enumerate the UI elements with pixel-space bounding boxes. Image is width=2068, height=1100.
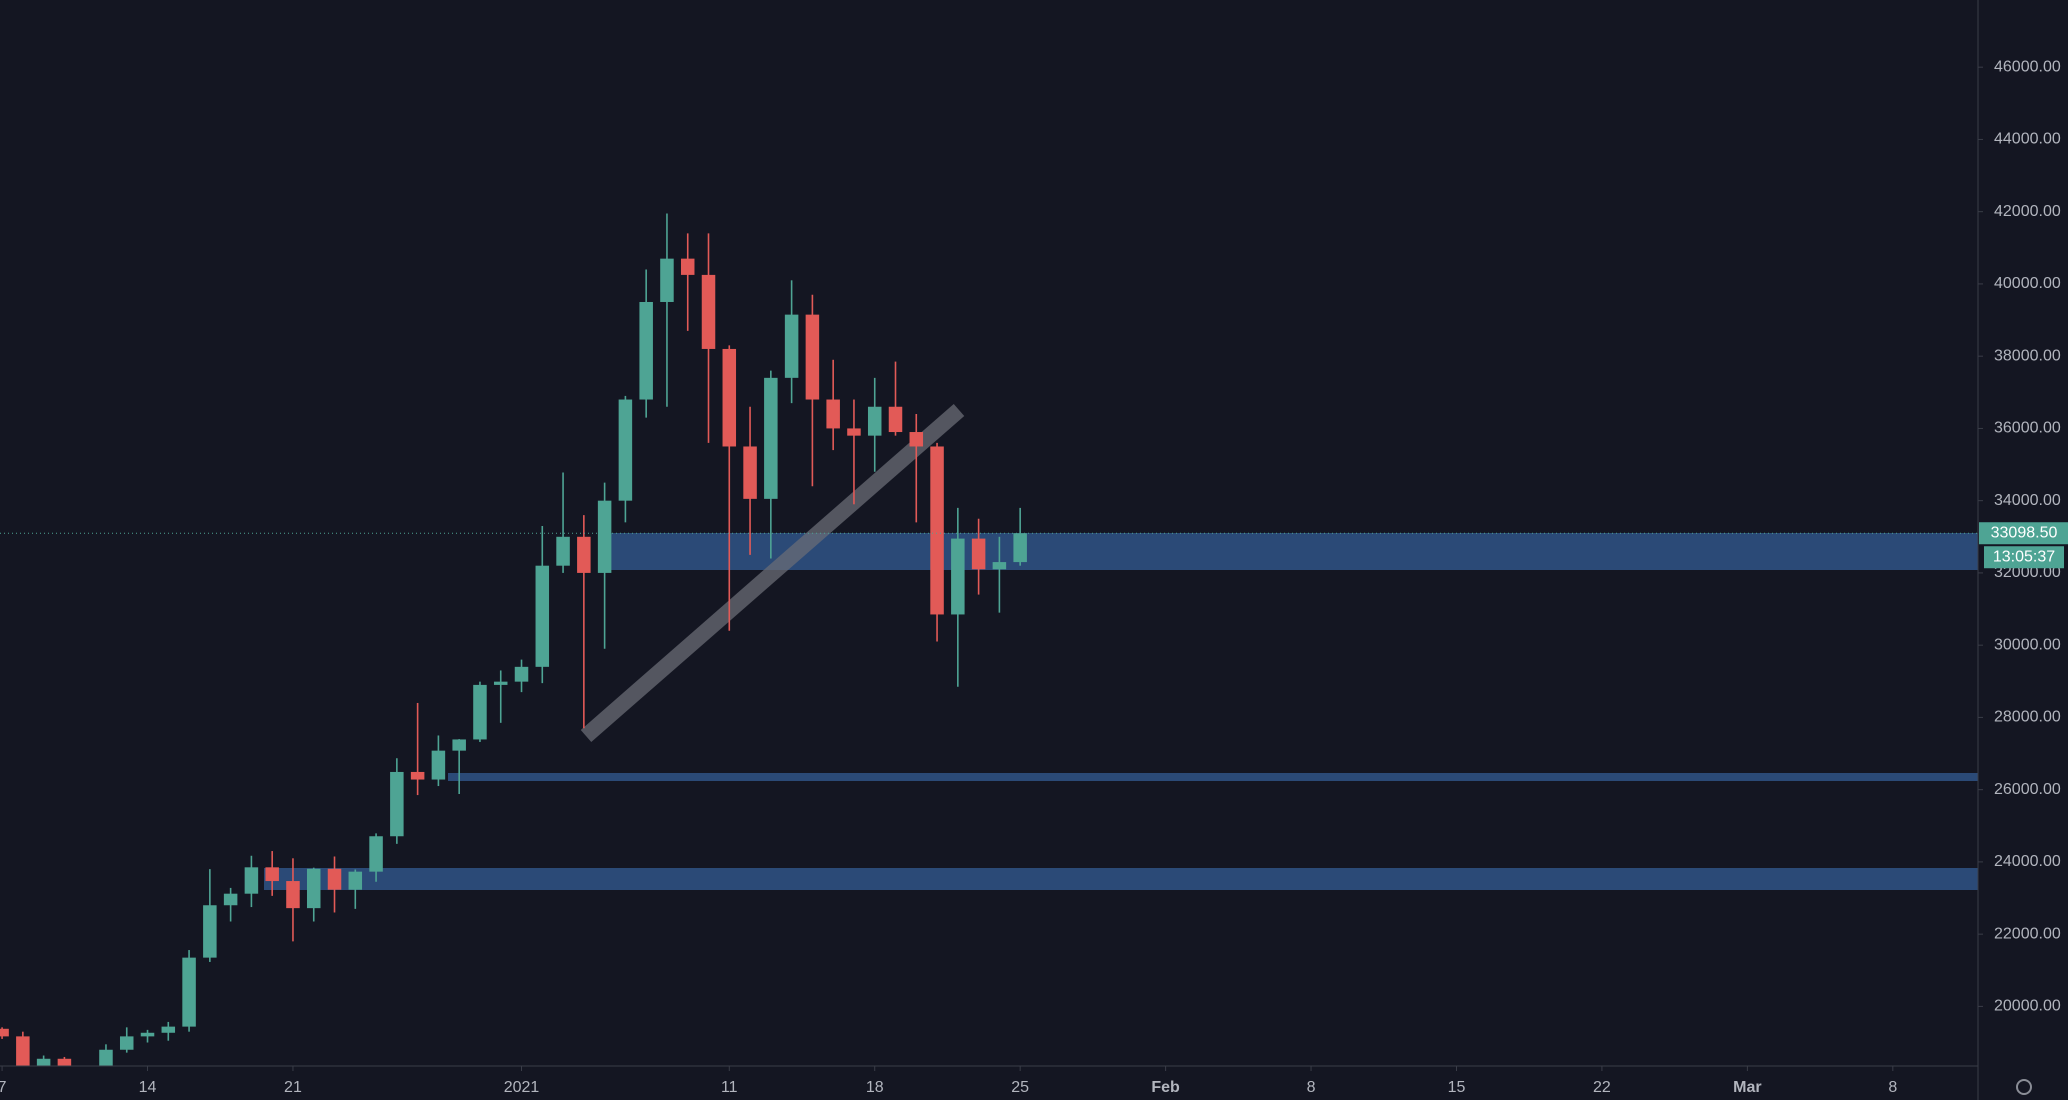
candle-body — [743, 446, 757, 499]
candle-body — [57, 1058, 72, 1066]
candle-body — [223, 893, 238, 906]
candle-body — [971, 538, 986, 570]
y-tick-label: 44000.00 — [1994, 131, 2061, 148]
x-tick-label: Mar — [1733, 1079, 1761, 1096]
candle-body — [597, 500, 612, 573]
candle-body — [909, 432, 924, 447]
candle-body — [1013, 533, 1027, 563]
candle-body — [680, 258, 695, 275]
last-price-label: 33098.50 — [1991, 524, 2058, 541]
candle-body — [0, 1028, 9, 1037]
candle-body — [16, 1036, 30, 1066]
candle-body — [390, 771, 404, 837]
x-tick-label: 14 — [139, 1079, 157, 1096]
last-price-tag — [1979, 522, 2068, 545]
x-tick-label: 15 — [1448, 1079, 1466, 1096]
y-tick-label: 22000.00 — [1994, 925, 2061, 942]
candle-body — [639, 301, 653, 400]
candle-body — [722, 348, 737, 447]
candle-body — [992, 562, 1007, 570]
candle-body — [99, 1049, 113, 1066]
candle-body — [140, 1032, 155, 1037]
candle-body — [410, 771, 425, 780]
x-tick-label: 2021 — [504, 1079, 540, 1096]
candle-body — [452, 739, 466, 751]
candle-body — [286, 881, 300, 909]
y-tick-label: 38000.00 — [1994, 347, 2061, 364]
y-tick-label: 28000.00 — [1994, 709, 2061, 726]
settings-icon[interactable] — [2016, 1079, 2032, 1095]
candle-body — [556, 536, 570, 566]
candle-body — [764, 377, 778, 499]
candle-body — [805, 314, 820, 400]
candle-body — [431, 750, 446, 780]
x-tick-label: Feb — [1151, 1079, 1180, 1096]
y-tick-label: 24000.00 — [1994, 853, 2061, 870]
support-zone — [264, 868, 1978, 890]
y-tick-label: 20000.00 — [1994, 998, 2061, 1015]
candle-body — [36, 1058, 51, 1066]
x-tick-label: 21 — [284, 1079, 302, 1096]
candle-body — [348, 871, 363, 890]
candle-body — [473, 684, 487, 740]
candle-body — [369, 836, 383, 872]
y-tick-label: 42000.00 — [1994, 203, 2061, 220]
x-tick-label: 22 — [1593, 1079, 1611, 1096]
candle-body — [306, 868, 321, 909]
y-tick-label: 46000.00 — [1994, 58, 2061, 75]
candle-body — [244, 867, 259, 894]
candle-body — [535, 565, 550, 667]
candle-body — [203, 905, 217, 958]
countdown-label: 13:05:37 — [1993, 548, 2055, 565]
candle-body — [826, 399, 840, 429]
x-tick-label: 8 — [1888, 1079, 1897, 1096]
candle-body — [847, 428, 861, 436]
candle-body — [161, 1026, 176, 1033]
trend-channel — [580, 403, 965, 743]
y-tick-label: 40000.00 — [1994, 275, 2061, 292]
y-tick-label: 34000.00 — [1994, 492, 2061, 509]
candle-body — [577, 536, 591, 573]
y-tick-label: 32000.00 — [1994, 564, 2061, 581]
plot-area — [0, 213, 1978, 1066]
x-tick-label: 25 — [1011, 1079, 1029, 1096]
candle-body — [119, 1036, 134, 1050]
x-tick-label: 18 — [866, 1079, 884, 1096]
y-tick-label: 36000.00 — [1994, 420, 2061, 437]
y-tick-label: 26000.00 — [1994, 781, 2061, 798]
candle-body — [493, 681, 508, 685]
candle-body — [660, 258, 674, 302]
candle-body — [701, 274, 716, 349]
countdown-tag — [1984, 546, 2064, 569]
candle-body — [182, 957, 196, 1027]
candle-body — [930, 446, 944, 615]
x-tick-label: 8 — [1307, 1079, 1316, 1096]
y-tick-label: 30000.00 — [1994, 636, 2061, 653]
candle-body — [951, 538, 965, 615]
support-zone — [607, 533, 1978, 570]
candle-body — [618, 399, 633, 501]
candle-body — [514, 666, 529, 682]
x-tick-label: 7 — [0, 1079, 7, 1096]
candle-body — [265, 867, 279, 882]
x-tick-label: 11 — [721, 1079, 738, 1096]
support-zone — [448, 773, 1978, 781]
candle-body — [784, 314, 799, 378]
candle-body — [867, 406, 882, 436]
candle-body — [327, 868, 342, 890]
candle-body — [888, 406, 903, 433]
